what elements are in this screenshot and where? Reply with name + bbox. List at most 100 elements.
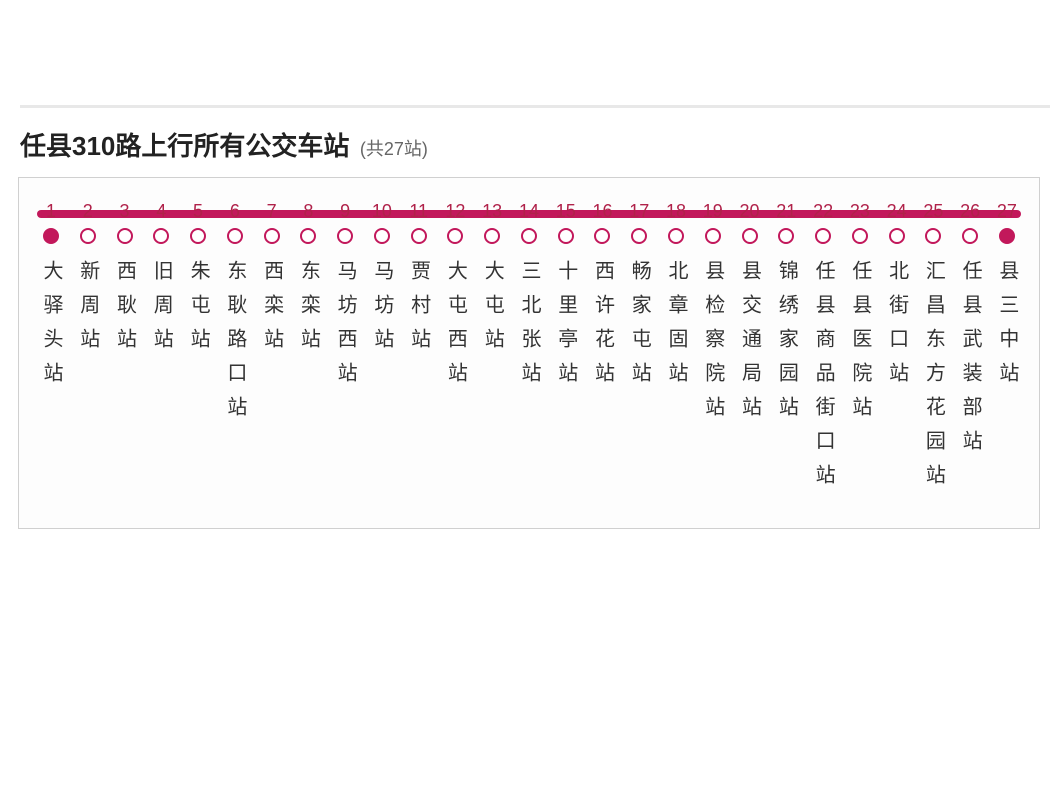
stop-name: 马坊站 <box>372 260 392 362</box>
stop-dot <box>447 228 463 244</box>
stop-name: 马坊西站 <box>335 260 355 396</box>
top-divider <box>20 105 1050 108</box>
stop-name: 朱屯站 <box>188 260 208 362</box>
stop-number: 15 <box>556 200 576 222</box>
page-title: 任县310路上行所有公交车站 (共27站) <box>20 126 1050 163</box>
stop-dot <box>852 228 868 244</box>
stop[interactable]: 2 新周站 <box>70 200 106 498</box>
stop[interactable]: 5朱屯站 <box>180 200 216 498</box>
stop[interactable]: 20县交通局站 <box>732 200 768 498</box>
stop-dot <box>153 228 169 244</box>
stop-name: 汇昌东方花园站 <box>923 260 943 498</box>
stop[interactable]: 8东栾站 <box>290 200 326 498</box>
stop-dot <box>778 228 794 244</box>
stop-number: 20 <box>740 200 760 222</box>
stop-name: 大屯站 <box>482 260 502 362</box>
stop[interactable]: 11 贾村站 <box>401 200 437 498</box>
title-sub: (共27站) <box>360 139 428 159</box>
stop[interactable]: 4旧周站 <box>143 200 179 498</box>
stop-number: 23 <box>850 200 870 222</box>
stop[interactable]: 19 县检察院站 <box>695 200 731 498</box>
stop-dot <box>117 228 133 244</box>
stop-dot <box>43 228 59 244</box>
stop[interactable]: 9 马坊西站 <box>327 200 363 498</box>
stop-number: 12 <box>445 200 465 222</box>
stop-name: 锦绣家园站 <box>776 260 796 430</box>
stop-number: 7 <box>267 200 277 222</box>
stop-name: 西许花站 <box>592 260 612 396</box>
stop-number: 22 <box>813 200 833 222</box>
stop-number: 21 <box>776 200 796 222</box>
stop-dot <box>411 228 427 244</box>
stop-dot <box>631 228 647 244</box>
stop-dot <box>190 228 206 244</box>
stop-number: 17 <box>629 200 649 222</box>
stop[interactable]: 25 汇昌东方花园站 <box>915 200 951 498</box>
stop-name: 新周站 <box>78 260 98 362</box>
stop[interactable]: 3西耿站 <box>107 200 143 498</box>
stop[interactable]: 7 西栾站 <box>254 200 290 498</box>
stop-number: 19 <box>703 200 723 222</box>
stop[interactable]: 27 县三中站 <box>989 200 1025 498</box>
stop-dot <box>300 228 316 244</box>
stop-name: 畅家屯站 <box>629 260 649 396</box>
stop[interactable]: 26 任县武装部站 <box>952 200 988 498</box>
stop-dot <box>594 228 610 244</box>
stop-number: 11 <box>409 200 428 222</box>
stop-number: 14 <box>519 200 539 222</box>
stop-name: 北街口站 <box>887 260 907 396</box>
stop-number: 27 <box>997 200 1017 222</box>
stop[interactable]: 16 西许花站 <box>584 200 620 498</box>
stop[interactable]: 14 三北张站 <box>511 200 547 498</box>
stop-dot <box>521 228 537 244</box>
stop-name: 北章固站 <box>666 260 686 396</box>
stops-row: 1大驿头站 2 新周站 3西耿站4旧周站5朱屯站 6 东耿路口站 7 西栾站 8东栾站 9 马坊西站… <box>33 200 1025 498</box>
stop-name: 县检察院站 <box>703 260 723 430</box>
stop-dot <box>999 228 1015 244</box>
stop-name: 十里亭站 <box>556 260 576 396</box>
stop[interactable]: 18 北章固站 <box>658 200 694 498</box>
stop[interactable]: 6 东耿路口站 <box>217 200 253 498</box>
stop-name: 县三中站 <box>997 260 1017 396</box>
stop-dot <box>889 228 905 244</box>
stop-number: 9 <box>340 200 350 222</box>
stop-name: 西耿站 <box>115 260 135 362</box>
stop[interactable]: 15 十里亭站 <box>548 200 584 498</box>
stop-name: 大屯西站 <box>445 260 465 396</box>
stop-name: 贾村站 <box>409 260 429 362</box>
stop[interactable]: 17 畅家屯站 <box>621 200 657 498</box>
stop[interactable]: 22任县商品街口站 <box>805 200 841 498</box>
stop[interactable]: 21 锦绣家园站 <box>768 200 804 498</box>
stop-dot <box>705 228 721 244</box>
stop[interactable]: 24 北街口站 <box>879 200 915 498</box>
stop-dot <box>80 228 96 244</box>
stop-dot <box>925 228 941 244</box>
title-main: 任县310路上行所有公交车站 <box>20 131 349 161</box>
stop-name: 三北张站 <box>519 260 539 396</box>
stop[interactable]: 10 马坊站 <box>364 200 400 498</box>
stop[interactable]: 23 任县医院站 <box>842 200 878 498</box>
stop[interactable]: 12 大屯西站 <box>437 200 473 498</box>
stop-number: 24 <box>887 200 907 222</box>
stop-dot <box>264 228 280 244</box>
stop-number: 18 <box>666 200 686 222</box>
stop[interactable]: 1大驿头站 <box>33 200 69 498</box>
stop-name: 任县医院站 <box>850 260 870 430</box>
stop[interactable]: 13大屯站 <box>474 200 510 498</box>
stop-number: 25 <box>923 200 943 222</box>
stop-number: 10 <box>372 200 392 222</box>
stop-dot <box>815 228 831 244</box>
stop-name: 任县武装部站 <box>960 260 980 464</box>
stop-name: 东栾站 <box>298 260 318 362</box>
stop-number: 6 <box>230 200 240 222</box>
stop-name: 旧周站 <box>151 260 171 362</box>
stop-name: 东耿路口站 <box>225 260 245 430</box>
stop-number: 16 <box>592 200 612 222</box>
stop-dot <box>484 228 500 244</box>
stop-name: 大驿头站 <box>41 260 61 396</box>
stop-dot <box>374 228 390 244</box>
stop-dot <box>558 228 574 244</box>
stop-number: 2 <box>83 200 93 222</box>
stop-number: 26 <box>960 200 980 222</box>
stop-name: 西栾站 <box>262 260 282 362</box>
